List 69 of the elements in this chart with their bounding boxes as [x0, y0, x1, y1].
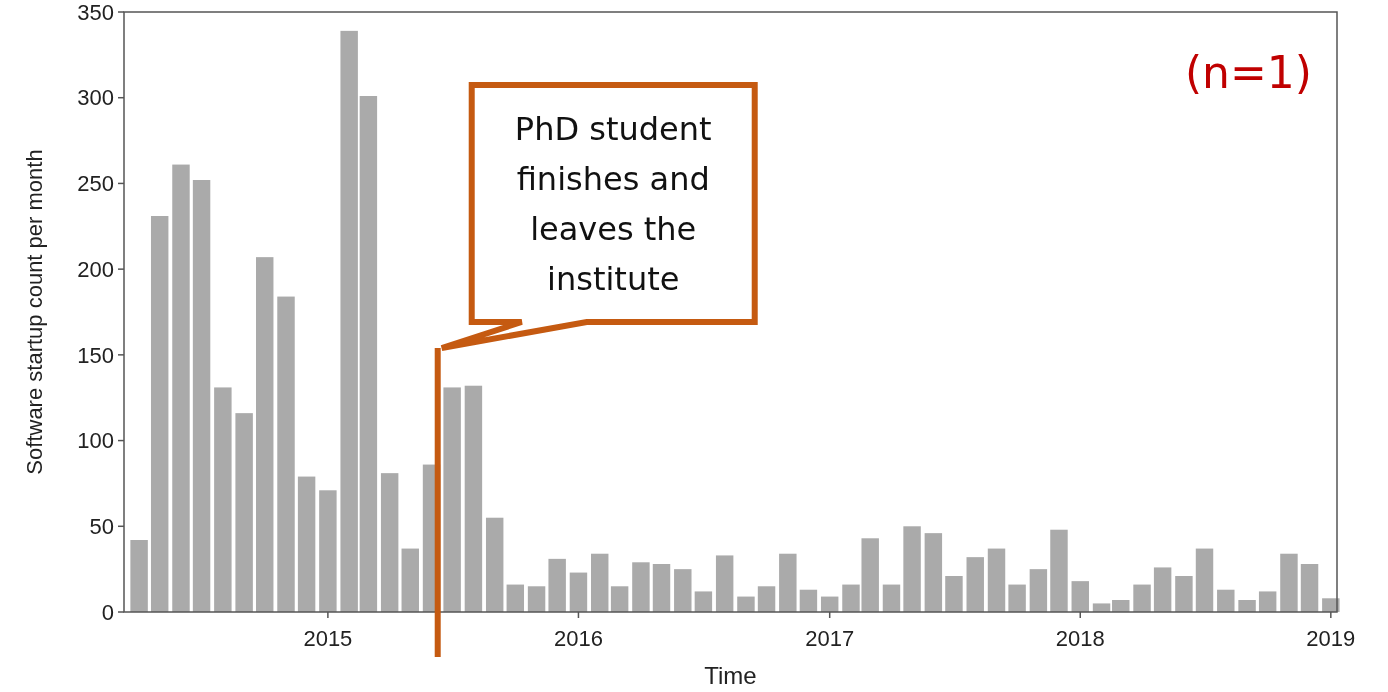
bar: [172, 164, 190, 612]
y-tick-label: 50: [89, 513, 114, 539]
bar: [779, 553, 797, 612]
bar: [1195, 548, 1214, 612]
y-tick-label: 350: [77, 0, 114, 25]
bar: [987, 548, 1006, 612]
bar: [591, 553, 609, 612]
bar: [903, 526, 921, 612]
x-tick-label: 2017: [805, 626, 855, 651]
annotation: (n=1): [1184, 47, 1312, 98]
bar: [443, 387, 461, 612]
bar: [610, 586, 629, 612]
bar: [319, 490, 337, 612]
bar: [1133, 584, 1151, 612]
bar: [1258, 591, 1277, 612]
bar: [1175, 576, 1193, 612]
bar: [799, 589, 818, 612]
bar: [359, 96, 378, 612]
bar: [945, 576, 963, 612]
bar: [192, 180, 211, 612]
y-tick-label: 300: [77, 85, 114, 111]
x-tick-label: 2015: [303, 626, 353, 651]
bar: [464, 385, 483, 612]
bar: [1008, 584, 1026, 612]
bar: [380, 473, 399, 612]
y-tick-label: 100: [77, 428, 114, 454]
bar: [632, 562, 650, 612]
x-tick-label: 2016: [553, 626, 603, 651]
x-tick-label: 2019: [1306, 626, 1356, 651]
bar: [569, 572, 588, 612]
bar: [256, 257, 274, 612]
bar: [506, 584, 525, 612]
bar: [1092, 603, 1111, 612]
bar: [737, 596, 755, 612]
y-tick-label: 0: [101, 599, 114, 625]
bar: [1238, 600, 1256, 612]
bar: [757, 586, 776, 612]
ref-line-label: PhD student finishes and leaves the institute: [514, 110, 712, 298]
bar: [277, 296, 295, 612]
bar: [715, 555, 734, 612]
bar: [214, 387, 232, 612]
bar: [548, 558, 566, 612]
x-tick-label: 2018: [1055, 626, 1105, 651]
bar: [924, 533, 943, 612]
y-axis-title: Software startup count per month: [22, 149, 47, 475]
bar: [1153, 567, 1172, 612]
bar: [401, 548, 419, 612]
bar: [235, 413, 253, 612]
bar: [674, 569, 692, 612]
bar: [527, 586, 546, 612]
bar: [1280, 553, 1298, 612]
bar: [882, 584, 901, 612]
x-axis-title: Time: [704, 662, 757, 689]
y-tick-label: 150: [77, 342, 114, 368]
bar: [485, 517, 504, 612]
bar: [966, 557, 984, 612]
bar: [652, 564, 671, 612]
y-tick-label: 250: [77, 171, 114, 197]
y-tick-label: 200: [77, 256, 114, 282]
bar: [1071, 581, 1089, 612]
bar: [1050, 529, 1068, 612]
bar: [1300, 564, 1319, 612]
bar: [130, 540, 148, 612]
bar: [694, 591, 713, 612]
bar: [1217, 589, 1235, 612]
bar: [1029, 569, 1048, 612]
bar: [297, 476, 316, 612]
bar: [150, 216, 169, 612]
bar: [340, 30, 358, 612]
